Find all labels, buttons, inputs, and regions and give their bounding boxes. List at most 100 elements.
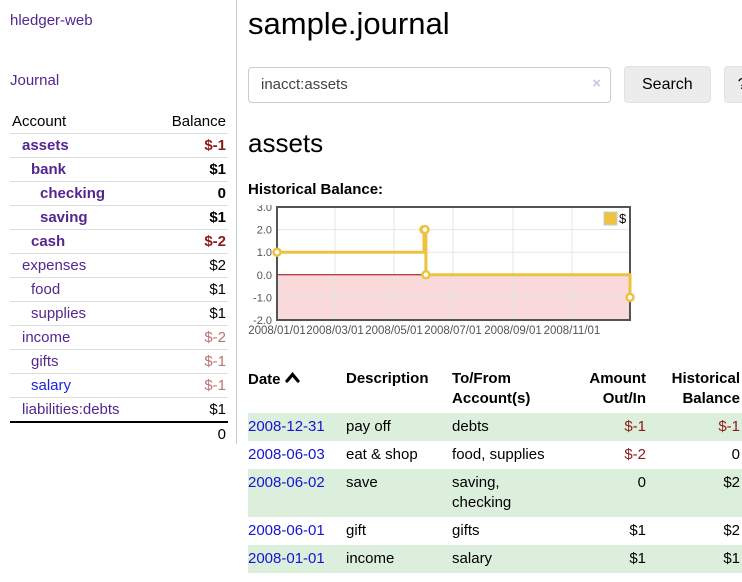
brand-link[interactable]: hledger-web [10, 12, 93, 29]
register-date-cell: 2008-12-31 [248, 413, 346, 441]
register-row: 2008-06-03 eat & shop food, supplies $-2 0 [248, 441, 742, 469]
y-tick-label: -1.0 [253, 292, 272, 304]
register-row: 2008-06-02 save saving, checking 0 $2 [248, 469, 742, 517]
transaction-date-link[interactable]: 2008-06-03 [248, 446, 325, 463]
sidebar-account-link-salary[interactable]: salary [31, 377, 72, 394]
register-col-description: Description [345, 370, 429, 387]
data-point-marker [625, 292, 635, 303]
register-description-cell: income [345, 550, 395, 567]
account-row: supplies $1 [10, 301, 228, 326]
account-name-cell: salary [10, 373, 154, 398]
transaction-date-link[interactable]: 2008-06-02 [248, 474, 325, 491]
account-row: gifts $-1 [10, 349, 228, 374]
sort-ascending-icon [284, 369, 300, 389]
accounts-total-row: 0 [10, 421, 228, 446]
register-amount-cell: $1 [629, 522, 647, 539]
sidebar: hledger-web Journal Account Balance asse… [0, 0, 237, 446]
register-amount-cell: 0 [637, 474, 647, 491]
chart-title: Historical Balance: [248, 181, 384, 198]
account-balance: $1 [153, 301, 228, 326]
search-form: × Search ? [248, 66, 742, 103]
register-date-cell: 2008-06-02 [248, 469, 346, 517]
register-accounts-cell: gifts [452, 522, 480, 539]
sidebar-account-link-gifts[interactable]: gifts [31, 353, 59, 370]
historical-balance-chart: $3.0 2.0 1.0 0.0 -1.0 -2.0 2008/01/01 2008/03/0… [248, 205, 737, 339]
data-point-marker [421, 270, 431, 280]
sidebar-account-link-supplies[interactable]: supplies [31, 305, 87, 322]
sidebar-account-link-checking[interactable]: checking [40, 185, 106, 202]
accounts-table: Account Balance assets $-1 bank $1 checking 0… [10, 110, 228, 446]
sidebar-account-link-bank[interactable]: bank [31, 161, 67, 178]
y-tick-label: 0.0 [257, 270, 272, 282]
account-balance: $2 [153, 253, 228, 278]
register-balance-cell: $2 [723, 522, 740, 539]
x-tick-label: 2008/07/01 [424, 325, 482, 337]
legend-label: $ [619, 211, 627, 226]
account-balance: $-1 [153, 133, 228, 158]
register-description-cell: eat & shop [345, 446, 418, 463]
account-name-cell: bank [10, 157, 154, 182]
transaction-date-link[interactable]: 2008-12-31 [248, 418, 325, 435]
y-tick-label: 1.0 [257, 247, 272, 259]
account-name-cell: cash [10, 229, 154, 254]
account-name-cell: saving [10, 205, 154, 230]
account-name-cell: assets [10, 133, 154, 158]
account-balance: $-2 [153, 325, 228, 350]
data-point-marker [272, 247, 282, 257]
register-balance-cell: $2 [723, 474, 740, 491]
account-name-cell: food [10, 277, 154, 302]
register-table: Date Description To/From Account(s) Amou… [248, 365, 742, 573]
plot-border [276, 206, 631, 321]
accounts-col-balance: Balance [153, 110, 228, 134]
register-row: 2008-01-01 income salary $1 $1 [248, 545, 742, 573]
accounts-col-account: Account [10, 110, 154, 134]
sidebar-account-link-cash[interactable]: cash [31, 233, 66, 250]
register-balance-cell: 0 [731, 446, 740, 463]
account-balance: $1 [153, 157, 228, 182]
account-row: cash $-2 [10, 229, 228, 254]
y-tick-label: 3.0 [257, 205, 272, 214]
y-tick-label: -2.0 [253, 315, 272, 327]
accounts-total-value: 0 [153, 421, 228, 446]
register-accounts-cell: saving, checking [452, 474, 512, 511]
register-col-date[interactable]: Date [248, 365, 346, 413]
search-box: × [248, 66, 611, 103]
register-balance-cell: $1 [723, 550, 740, 567]
account-name-cell: checking [10, 181, 154, 206]
register-date-cell: 2008-06-01 [248, 517, 346, 545]
account-name-cell: income [10, 325, 154, 350]
sidebar-account-link-food[interactable]: food [31, 281, 61, 298]
register-col-amount: Amount Out/In [589, 370, 647, 407]
sidebar-account-link-income[interactable]: income [22, 329, 71, 346]
account-name-cell: liabilities:debts [10, 397, 154, 423]
register-balance-cell: $-1 [718, 418, 740, 435]
sidebar-item-journal[interactable]: Journal [10, 72, 60, 89]
register-row: 2008-12-31 pay off debts $-1 $-1 [248, 413, 742, 441]
sidebar-account-link-assets[interactable]: assets [22, 137, 69, 154]
account-row: salary $-1 [10, 373, 228, 398]
sidebar-account-link-liabilities-debts[interactable]: liabilities:debts [22, 401, 120, 418]
account-balance: $-2 [153, 229, 228, 254]
account-row: saving $1 [10, 205, 228, 230]
search-help-button[interactable]: ? [723, 66, 742, 103]
account-heading: assets [248, 128, 324, 158]
sidebar-account-link-expenses[interactable]: expenses [22, 257, 87, 274]
account-row: bank $1 [10, 157, 228, 182]
sidebar-account-link-saving[interactable]: saving [40, 209, 88, 226]
transaction-date-link[interactable]: 2008-01-01 [248, 550, 325, 567]
account-balance: 0 [153, 181, 228, 206]
account-row: income $-2 [10, 325, 228, 350]
clear-search-icon[interactable]: × [592, 74, 601, 92]
register-amount-cell: $-1 [624, 418, 647, 435]
register-accounts-cell: debts [452, 418, 489, 435]
search-button[interactable]: Search [624, 66, 711, 103]
transaction-date-link[interactable]: 2008-06-01 [248, 522, 325, 539]
register-accounts-cell: salary [452, 550, 493, 567]
search-input[interactable] [248, 66, 611, 103]
account-name-cell: gifts [10, 349, 154, 374]
account-balance: $-1 [153, 373, 228, 398]
y-tick-label: 2.0 [257, 225, 272, 237]
account-balance: $1 [153, 277, 228, 302]
x-tick-label: 2008/11/01 [544, 325, 601, 337]
